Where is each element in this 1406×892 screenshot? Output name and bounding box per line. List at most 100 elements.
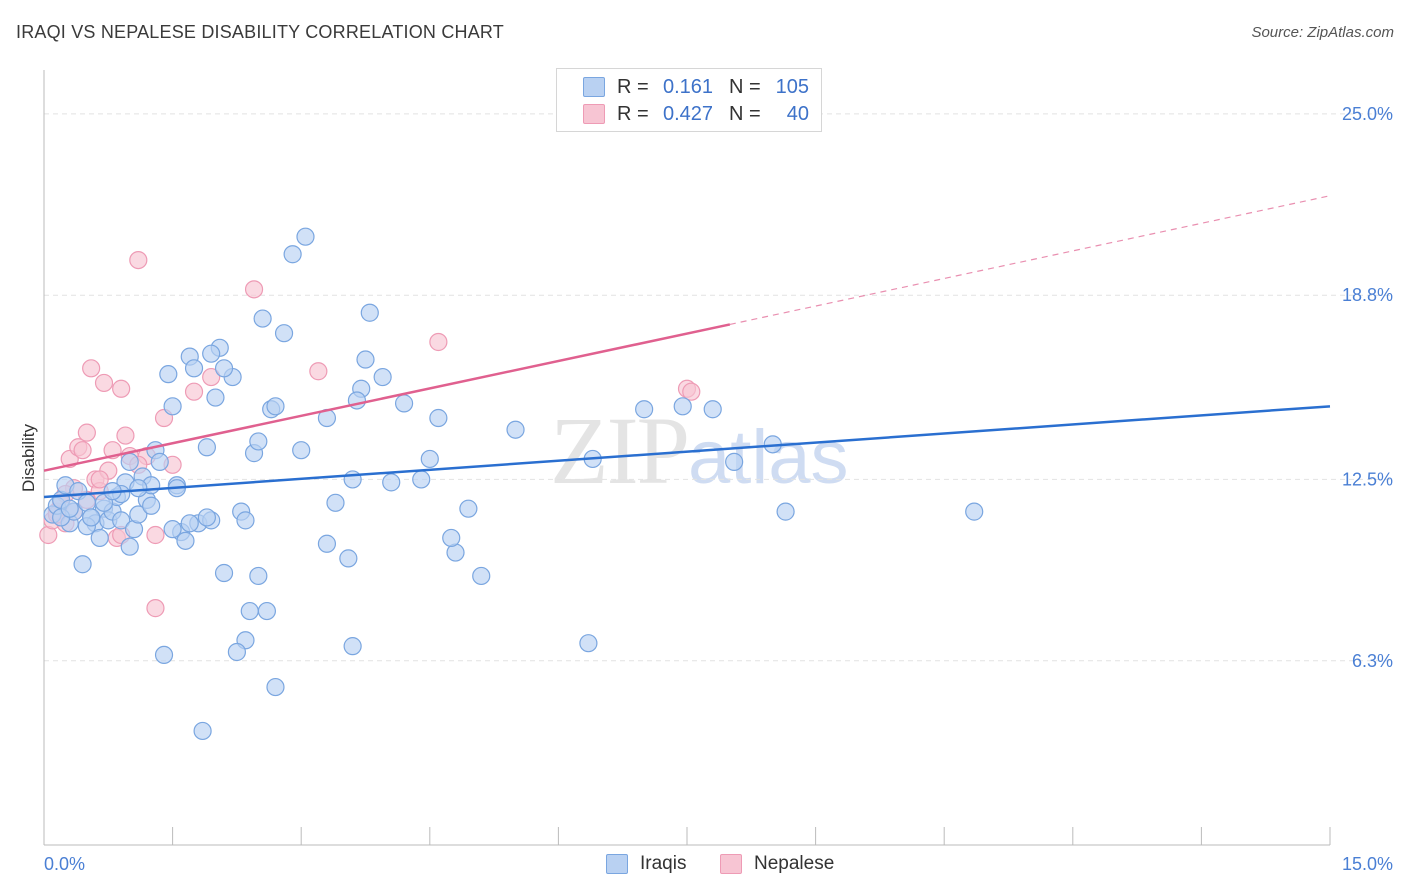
- iraqis-point-102: [382, 473, 401, 492]
- bottom-legend-nepalese: Nepalese: [720, 852, 834, 876]
- iraqis-point-91: [343, 637, 362, 656]
- nepalese-point-18: [116, 426, 135, 445]
- iraqis-point-23: [142, 496, 161, 515]
- iraqis-point-87: [240, 601, 259, 621]
- nepalese-point-26: [202, 367, 221, 387]
- iraqis-point-35: [197, 438, 216, 457]
- iraqis-trend-line: [43, 405, 1331, 499]
- watermark-atlas: atlas: [688, 415, 849, 500]
- nepalese-point-13: [94, 373, 114, 393]
- correlation-legend: R = 0.161 N = 105 R = 0.427 N = 40: [556, 68, 822, 132]
- iraqis-point-20: [129, 505, 148, 524]
- iraqis-point-45: [257, 601, 277, 621]
- nepalese-trend-extension: [729, 195, 1331, 326]
- nepalese-trend-line: [43, 323, 731, 472]
- nepalese-point-10: [82, 359, 101, 378]
- iraqis-point-11: [90, 528, 109, 548]
- iraqis-point-88: [249, 566, 268, 586]
- iraqis-legend-label: Iraqis: [640, 853, 687, 874]
- iraqis-point-32: [184, 359, 204, 378]
- iraqis-point-104: [202, 344, 221, 363]
- iraqis-point-96: [82, 508, 101, 527]
- iraqis-point-52: [317, 534, 337, 553]
- iraqis-point-59: [394, 394, 414, 413]
- nepalese-point-25: [184, 382, 204, 401]
- iraqis-point-84: [197, 508, 216, 527]
- iraqis-point-53: [326, 493, 345, 512]
- iraqis-point-70: [725, 452, 744, 471]
- y-axis-title: Disability: [19, 423, 38, 492]
- iraqis-point-63: [472, 566, 491, 586]
- nepalese-legend-label: Nepalese: [754, 853, 835, 874]
- iraqis-point-34: [193, 721, 212, 741]
- iraqis-n-label: N =: [729, 75, 761, 98]
- iraqis-point-67: [635, 400, 654, 419]
- iraqis-point-60: [420, 449, 439, 469]
- iraqis-point-81: [150, 452, 169, 471]
- iraqis-point-58: [373, 367, 392, 387]
- iraqis-point-26: [159, 365, 178, 384]
- iraqis-point-18: [120, 537, 139, 556]
- iraqis-point-39: [214, 563, 234, 583]
- iraqis-point-48: [274, 324, 294, 343]
- nepalese-point-9: [77, 423, 96, 442]
- iraqis-point-65: [579, 634, 598, 653]
- y-tick-label-1: 12.5%: [1342, 469, 1393, 489]
- iraqis-point-37: [206, 388, 225, 407]
- iraqis-n-value: 105: [775, 75, 809, 98]
- iraqis-point-75: [60, 499, 79, 518]
- watermark-zip: ZIP: [550, 397, 690, 504]
- nepalese-legend-swatch: [720, 854, 742, 874]
- iraqis-point-72: [776, 502, 795, 521]
- iraqis-point-61: [429, 408, 448, 428]
- nepalese-point-20: [129, 250, 148, 270]
- iraqis-swatch: [583, 77, 605, 97]
- iraqis-point-103: [442, 528, 461, 548]
- source-credit: Source: ZipAtlas.com: [1251, 24, 1394, 41]
- x-tick-label-1: 15.0%: [1342, 854, 1393, 874]
- iraqis-point-16: [112, 511, 131, 530]
- iraqis-point-68: [673, 397, 692, 416]
- chart-title: IRAQI VS NEPALESE DISABILITY CORRELATION…: [16, 22, 504, 42]
- nepalese-point-36: [90, 470, 109, 489]
- nepalese-point-8: [73, 441, 92, 460]
- legend-row-iraqis: R = 0.161 N = 105: [583, 76, 809, 98]
- iraqis-point-98: [129, 479, 148, 498]
- iraqis-point-7: [73, 555, 92, 574]
- nepalese-point-31: [682, 382, 701, 401]
- nepalese-r-value: 0.427: [663, 102, 714, 125]
- iraqis-point-73: [965, 502, 984, 521]
- iraqis-point-99: [163, 520, 182, 539]
- iraqis-point-27: [163, 397, 182, 416]
- iraqis-point-90: [266, 397, 285, 416]
- iraqis-point-94: [412, 470, 431, 489]
- nepalese-r-label: R =: [617, 102, 649, 125]
- iraqis-point-55: [343, 470, 362, 489]
- iraqis-r-value: 0.161: [663, 75, 714, 98]
- iraqis-point-93: [356, 350, 375, 369]
- iraqis-point-25: [154, 645, 174, 665]
- iraqis-r-label: R =: [617, 75, 649, 98]
- x-tick-label-0: 0.0%: [44, 854, 85, 874]
- nepalese-point-29: [429, 332, 448, 352]
- iraqis-point-44: [253, 309, 272, 328]
- iraqis-point-64: [506, 420, 525, 439]
- watermark: ZIPatlas: [550, 395, 849, 506]
- iraqis-point-51: [296, 227, 315, 246]
- iraqis-point-69: [703, 400, 722, 419]
- nepalese-point-28: [309, 362, 328, 381]
- iraqis-point-30: [176, 531, 195, 550]
- nepalese-point-27: [244, 280, 264, 299]
- nepalese-n-value: 40: [786, 102, 809, 125]
- y-tick-label-2: 18.8%: [1342, 285, 1393, 305]
- y-tick-label-0: 6.3%: [1352, 651, 1393, 671]
- iraqis-point-62: [459, 499, 478, 518]
- y-tick-label-3: 25.0%: [1342, 104, 1393, 124]
- nepalese-n-label: N =: [729, 102, 761, 125]
- nepalese-point-32: [146, 599, 165, 618]
- iraqis-point-50: [292, 441, 311, 460]
- iraqis-point-86: [227, 642, 246, 662]
- nepalese-point-22: [146, 525, 165, 545]
- nepalese-point-17: [112, 379, 131, 398]
